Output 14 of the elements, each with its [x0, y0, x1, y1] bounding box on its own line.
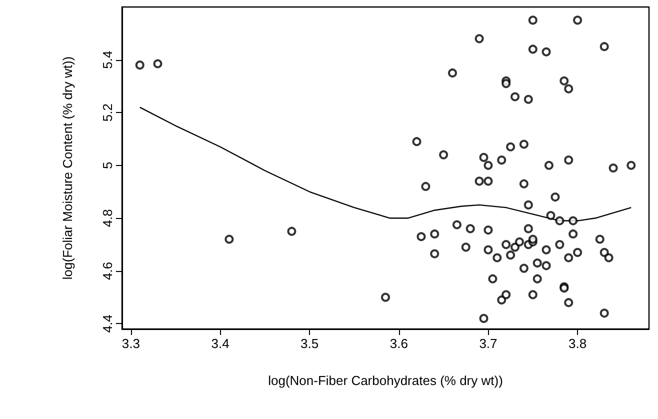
- x-axis-title: log(Non-Fiber Carbohydrates (% dry wt)): [268, 373, 503, 388]
- x-tick-label: 3.3: [122, 336, 140, 351]
- y-tick-label: 4.8: [100, 209, 115, 228]
- y-tick-label: 4.6: [100, 262, 115, 280]
- x-tick-label: 3.6: [390, 336, 408, 351]
- y-tick-label: 5: [100, 162, 115, 169]
- x-tick-label: 3.4: [211, 336, 230, 351]
- y-tick-label: 4.4: [100, 314, 115, 333]
- y-tick-label: 5.4: [100, 50, 115, 69]
- x-tick-label: 3.8: [568, 336, 587, 351]
- y-axis-title: log(Foliar Moisture Content (% dry wt)): [60, 56, 75, 280]
- x-tick-label: 3.7: [479, 336, 498, 351]
- y-tick-label: 5.2: [100, 104, 115, 122]
- x-tick-label: 3.5: [300, 336, 319, 351]
